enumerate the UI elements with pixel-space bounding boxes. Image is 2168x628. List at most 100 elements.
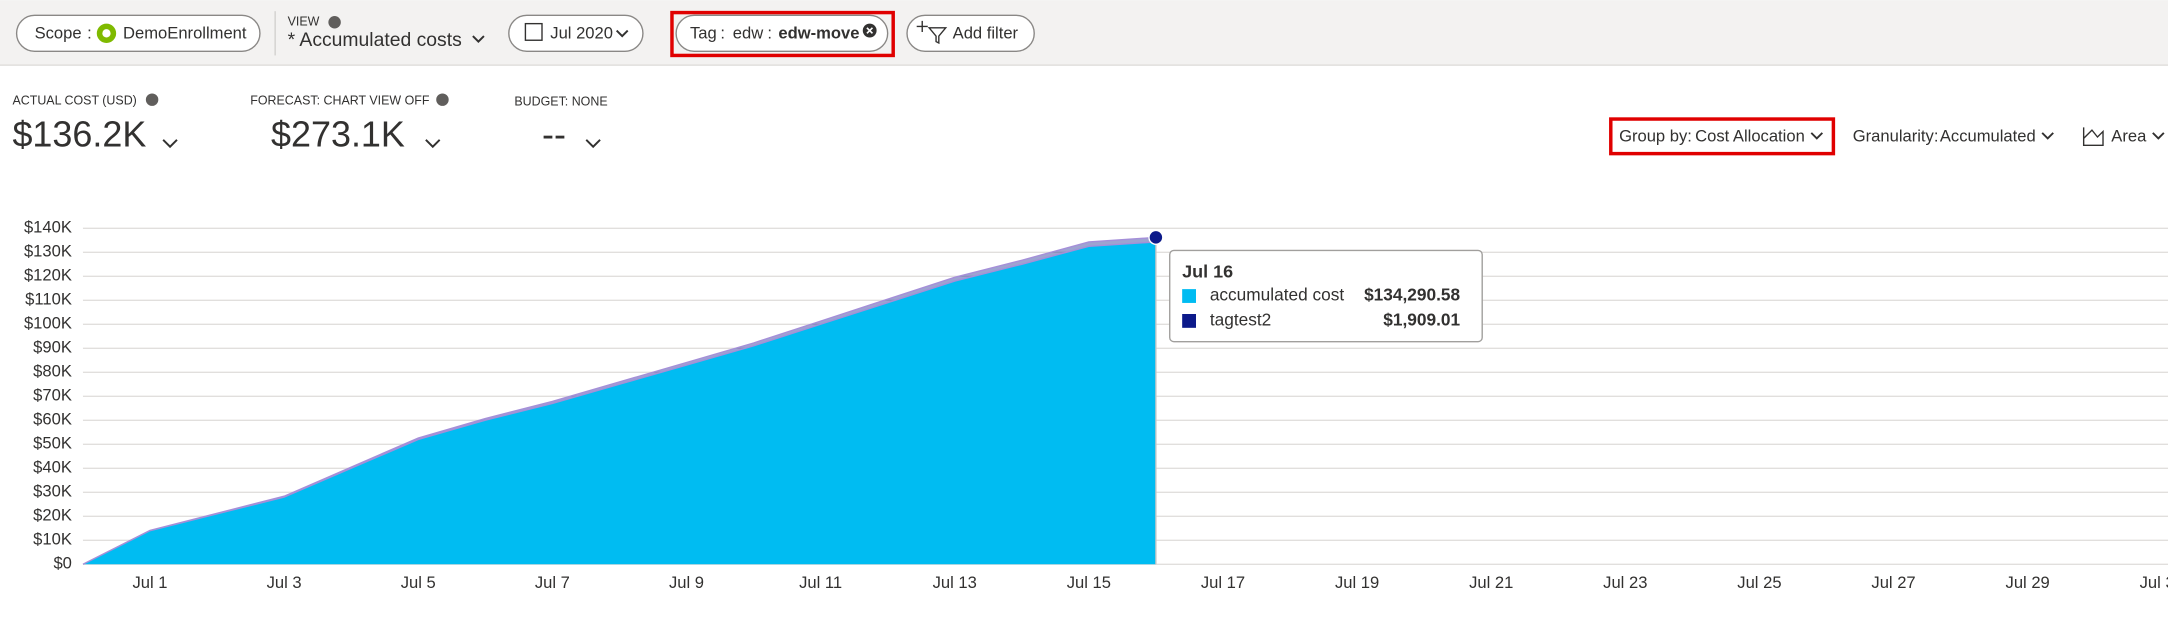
highlight-box xyxy=(1609,117,1836,156)
kpi[interactable]: FORECAST: CHART VIEW OFF $273.1K xyxy=(250,93,449,155)
x-tick-label: Jul 21 xyxy=(1469,573,1513,592)
scope-pill[interactable]: Scope : DemoEnrollment xyxy=(15,14,261,52)
x-tick-label: Jul 15 xyxy=(1067,573,1111,592)
x-tick-label: Jul 27 xyxy=(1871,573,1915,592)
y-tick-label: $120K xyxy=(24,266,72,285)
scope-value: DemoEnrollment xyxy=(123,23,247,42)
x-tick-label: Jul 25 xyxy=(1737,573,1781,592)
tag-field: edw xyxy=(733,23,764,42)
view-selector[interactable]: VIEW * Accumulated costs xyxy=(288,15,485,51)
pill-bg xyxy=(15,14,261,52)
calendar-icon xyxy=(524,22,543,41)
tooltip-bg xyxy=(1169,249,1483,343)
remove-x xyxy=(866,27,874,34)
add-filter-button[interactable]: Add filter xyxy=(906,14,1035,52)
y-tick-label: $20K xyxy=(33,506,72,525)
view-label: VIEW xyxy=(288,15,320,29)
hover-marker xyxy=(1148,229,1164,246)
chevron xyxy=(2152,132,2165,140)
tooltip-title: Jul 16 xyxy=(1182,261,1233,281)
date-pill[interactable]: Jul 2020 xyxy=(508,14,644,52)
tag-filter-pill[interactable]: Tag : edw : edw-move xyxy=(675,14,889,52)
kpi[interactable]: BUDGET: NONE -- xyxy=(514,95,607,155)
tooltip-swatch xyxy=(1182,314,1196,328)
filter-icon xyxy=(916,20,948,45)
tooltip-value: $1,909.01 xyxy=(1383,309,1460,329)
y-tick-label: $100K xyxy=(24,314,72,333)
chevron xyxy=(585,139,601,149)
area-icon xyxy=(2082,127,2104,147)
tag-key: Tag xyxy=(690,23,717,42)
tag-separator: : xyxy=(720,23,725,42)
y-tick-label: $80K xyxy=(33,362,72,381)
info-icon xyxy=(328,16,341,29)
x-tick-label: Jul 3 xyxy=(267,573,302,592)
chevron xyxy=(472,35,485,43)
granularity-selector[interactable]: Granularity: Accumulated xyxy=(1853,126,2054,145)
kpi-value: -- xyxy=(542,114,566,155)
scope-icon-inner xyxy=(102,29,111,38)
y-tick-label: $50K xyxy=(33,434,72,453)
view-value: * Accumulated costs xyxy=(288,29,462,51)
x-tick-label: Jul 23 xyxy=(1603,573,1647,592)
kpi-label: BUDGET: NONE xyxy=(514,95,607,109)
kpi-label: FORECAST: CHART VIEW OFF xyxy=(250,93,430,107)
chevron xyxy=(1810,132,1824,140)
toolbar xyxy=(0,0,2168,66)
kpi-value: $136.2K xyxy=(12,114,146,155)
chart-type-selector[interactable]: Area xyxy=(2082,126,2165,147)
tooltip-swatch xyxy=(1182,289,1196,303)
x-tick-label: Jul 13 xyxy=(933,573,977,592)
granularity-label: Granularity: xyxy=(1853,126,1939,145)
kpi[interactable]: ACTUAL COST (USD) $136.2K xyxy=(12,93,178,155)
group-by-value: Cost Allocation xyxy=(1695,126,1805,145)
y-tick-label: $110K xyxy=(25,290,72,309)
chevron xyxy=(615,29,629,38)
group-by-selector[interactable]: Group by: Cost Allocation xyxy=(1619,126,1824,145)
date-value: Jul 2020 xyxy=(550,23,613,42)
x-tick-label: Jul 29 xyxy=(2006,573,2050,592)
chevron xyxy=(2041,132,2054,140)
scope-label: Scope xyxy=(35,23,82,42)
tag-value: edw-move xyxy=(778,23,859,42)
x-tick-label: Jul 1 xyxy=(133,573,168,592)
y-tick-label: $30K xyxy=(33,482,72,501)
y-tick-label: $90K xyxy=(33,338,72,357)
area-series xyxy=(82,241,1156,565)
x-tick-label: Jul 7 xyxy=(535,573,570,592)
y-tick-label: $70K xyxy=(33,386,72,405)
chart: $0 $10K $20K $30K $40K $50K $60K $70K $80K $90K $1… xyxy=(24,218,2168,592)
chart-type-value: Area xyxy=(2111,126,2147,145)
info-icon xyxy=(145,93,159,106)
pill-bg xyxy=(675,14,889,52)
y-tick-label: $140K xyxy=(24,218,72,237)
y-tick-label: $0 xyxy=(53,554,71,573)
chevron xyxy=(425,139,441,149)
chevron xyxy=(162,139,178,149)
info-icon xyxy=(436,93,449,106)
granularity-value: Accumulated xyxy=(1940,126,2036,145)
y-tick-label: $10K xyxy=(33,530,72,549)
add-filter-label: Add filter xyxy=(953,23,1019,42)
highlight-box xyxy=(670,10,895,58)
y-tick-label: $130K xyxy=(24,242,72,261)
tooltip: Jul 16 accumulated cost $134,290.58 tagtest… xyxy=(1169,249,1483,343)
tooltip-series-name: tagtest2 xyxy=(1210,309,1271,329)
x-tick-label: Jul 5 xyxy=(401,573,436,592)
y-tick-label: $40K xyxy=(33,458,72,477)
x-tick-label: Jul 9 xyxy=(669,573,704,592)
x-tick-label: Jul 11 xyxy=(799,573,842,592)
tooltip-value: $134,290.58 xyxy=(1364,285,1460,305)
tooltip-series-name: accumulated cost xyxy=(1210,285,1345,305)
kpi-label: ACTUAL COST (USD) xyxy=(12,93,136,107)
scope-separator: : xyxy=(87,23,92,42)
y-tick-label: $60K xyxy=(33,410,72,429)
x-tick-label: Jul 17 xyxy=(1201,573,1245,592)
x-tick-label: Jul 31 xyxy=(2140,573,2168,592)
x-tick-label: Jul 19 xyxy=(1335,573,1379,592)
group-by-label: Group by: xyxy=(1619,126,1692,145)
tag-separator: : xyxy=(767,23,772,42)
kpi-value: $273.1K xyxy=(271,114,405,155)
